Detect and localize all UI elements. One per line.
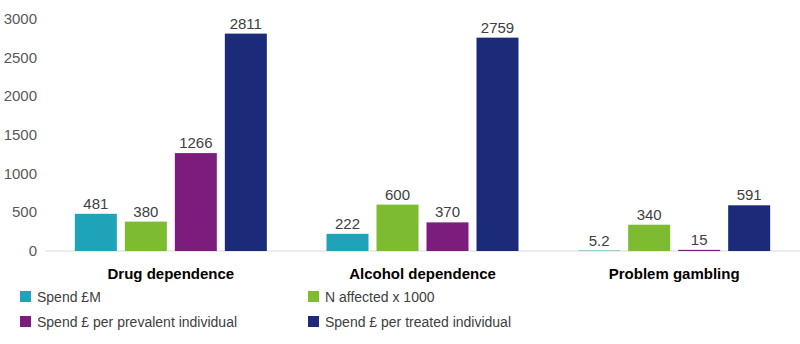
y-tick-label: 1000 bbox=[4, 165, 37, 182]
y-tick-label: 2000 bbox=[4, 87, 37, 104]
bar bbox=[477, 38, 519, 251]
data-label: 370 bbox=[435, 203, 460, 220]
bar bbox=[377, 205, 419, 251]
x-tick-label: Alcohol dependence bbox=[349, 265, 496, 282]
x-tick-label: Drug dependence bbox=[107, 265, 234, 282]
bar bbox=[728, 205, 770, 251]
y-tick-label: 1500 bbox=[4, 126, 37, 143]
chart: 0 500 1000 1500 2000 2500 3000 481 222 5.2 380 600 3… bbox=[0, 0, 800, 344]
legend-swatch bbox=[308, 291, 319, 302]
data-label: 15 bbox=[691, 231, 708, 248]
bar bbox=[175, 153, 217, 251]
y-axis: 0 500 1000 1500 2000 2500 3000 bbox=[4, 10, 37, 259]
data-label: 2759 bbox=[481, 19, 514, 36]
legend-swatch bbox=[20, 316, 31, 327]
y-tick-label: 0 bbox=[29, 242, 37, 259]
x-tick-label: Problem gambling bbox=[609, 265, 740, 282]
bar bbox=[327, 234, 369, 251]
data-label: 1266 bbox=[179, 134, 212, 151]
data-label: 481 bbox=[83, 195, 108, 212]
y-tick-label: 3000 bbox=[4, 10, 37, 27]
legend-label: Spend £ per treated individual bbox=[325, 314, 511, 330]
data-label: 5.2 bbox=[589, 232, 610, 249]
legend-label: N affected x 1000 bbox=[325, 289, 435, 305]
legend-swatch bbox=[20, 291, 31, 302]
bar bbox=[225, 34, 267, 251]
bar bbox=[628, 225, 670, 251]
data-label: 222 bbox=[335, 215, 360, 232]
data-label: 591 bbox=[737, 186, 762, 203]
legend: Spend £M N affected x 1000 Spend £ per pre… bbox=[20, 289, 511, 330]
bar bbox=[125, 222, 167, 251]
legend-swatch bbox=[308, 316, 319, 327]
y-tick-label: 2500 bbox=[4, 49, 37, 66]
bar bbox=[678, 250, 720, 251]
bar bbox=[578, 250, 620, 251]
bar bbox=[427, 222, 469, 251]
y-tick-label: 500 bbox=[12, 203, 37, 220]
data-label: 340 bbox=[637, 206, 662, 223]
chart-container: 0 500 1000 1500 2000 2500 3000 481 222 5.2 380 600 3… bbox=[0, 0, 800, 344]
data-labels: 481 222 5.2 380 600 340 1266 370 15 2811 2759 591 bbox=[83, 15, 761, 249]
data-label: 380 bbox=[133, 203, 158, 220]
bars bbox=[75, 34, 770, 251]
bar bbox=[75, 214, 117, 251]
legend-label: Spend £ per prevalent individual bbox=[37, 314, 237, 330]
legend-label: Spend £M bbox=[37, 289, 101, 305]
data-label: 2811 bbox=[230, 15, 262, 32]
x-axis: Drug dependence Alcohol dependence Problem… bbox=[107, 265, 739, 282]
data-label: 600 bbox=[385, 186, 410, 203]
